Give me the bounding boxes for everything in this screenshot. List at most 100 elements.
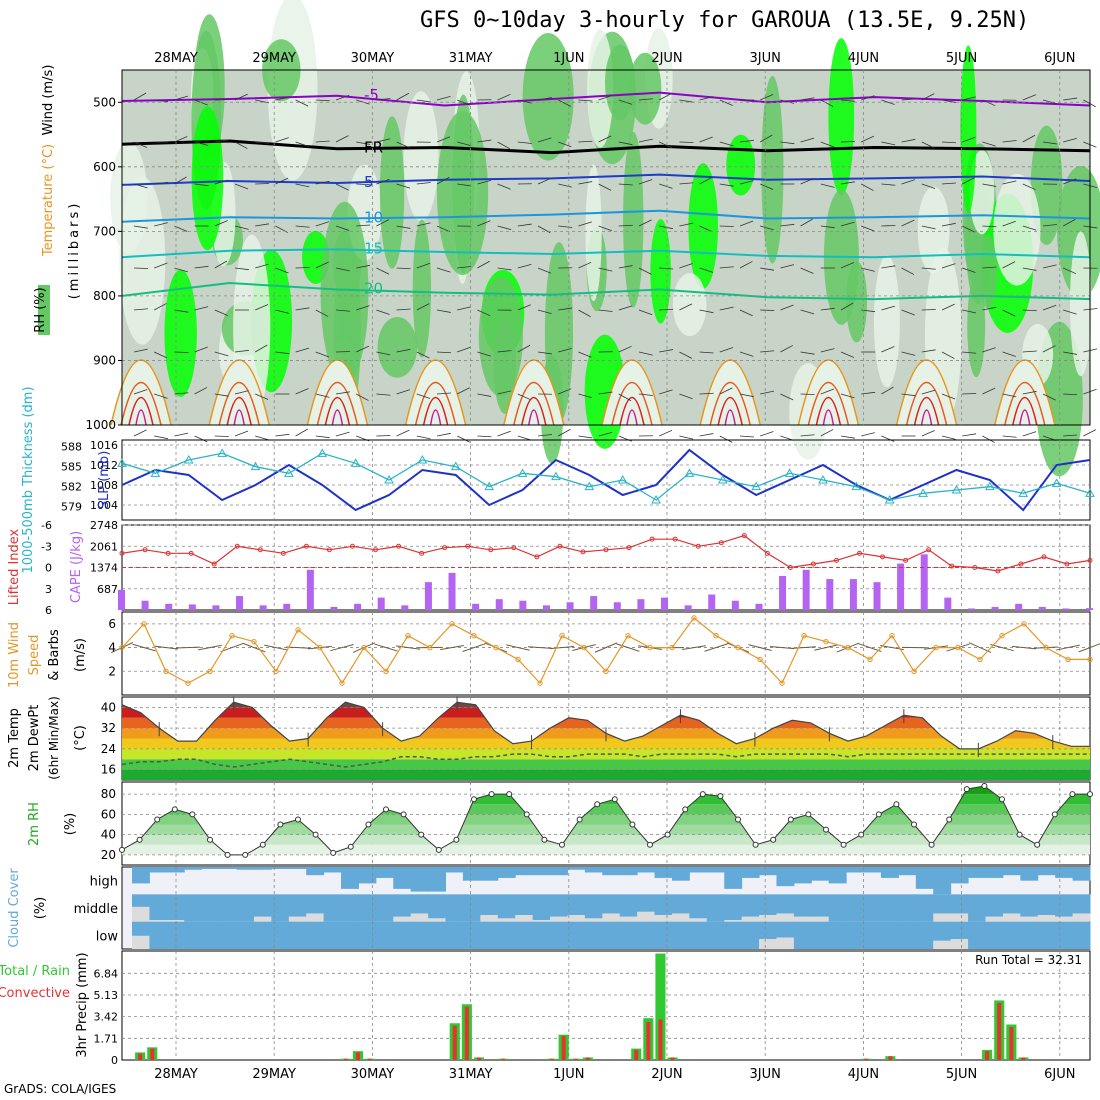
wind-barb	[1022, 350, 1037, 353]
wind-barb	[356, 264, 371, 269]
precip-tick-label: 5.13	[94, 989, 119, 1002]
wind-barb	[598, 431, 613, 437]
surface-wind-barb	[791, 646, 817, 649]
lifted-marker	[419, 550, 425, 556]
wind-barb	[275, 433, 290, 437]
wind-barb	[659, 141, 673, 149]
cloud-gap-middle	[619, 916, 638, 922]
cape-bar	[991, 606, 999, 610]
cloud-gap-middle	[654, 915, 673, 922]
wind-barb	[295, 141, 309, 147]
cloud-cell-low	[358, 921, 377, 949]
isotherm-35-dome	[815, 396, 842, 426]
wind-barb	[699, 96, 714, 101]
rh-marker	[893, 801, 900, 808]
cloud-cell-low	[793, 921, 812, 949]
rh-marker	[294, 816, 301, 823]
wind-barb	[800, 97, 815, 101]
wind-barb	[780, 264, 795, 269]
lifted-marker	[626, 545, 632, 551]
wind-barb	[396, 267, 411, 270]
wind-barb	[780, 345, 793, 353]
wind-barb	[861, 391, 876, 395]
isotherm-label: 5	[364, 173, 374, 191]
cloud-cell-high	[323, 867, 342, 873]
wind-barb	[1042, 141, 1057, 145]
rh-marker	[840, 841, 847, 848]
wind-barb	[719, 99, 733, 106]
rh-marker	[435, 846, 442, 853]
cloud-gap-middle	[950, 913, 969, 922]
wind-barb	[739, 351, 754, 357]
lifted-marker	[1064, 561, 1070, 567]
cape-bar	[1015, 603, 1023, 610]
rh-marker	[242, 851, 249, 858]
cloud-cell-middle	[863, 894, 882, 922]
cloud-cell-low	[323, 921, 342, 949]
wind-barb	[558, 428, 571, 437]
cloud-cell-high	[480, 867, 499, 881]
cloud-cell-middle	[445, 894, 464, 922]
rh-cell	[379, 116, 405, 269]
wind-barb	[255, 223, 270, 227]
lifted-marker	[603, 547, 609, 553]
rh-marker	[664, 831, 671, 838]
wind-barb	[255, 304, 269, 311]
wind-barb	[1063, 393, 1078, 396]
wind-barb	[578, 435, 593, 439]
rh-cell	[628, 52, 662, 125]
rh-cell	[969, 150, 995, 235]
lifted-marker	[695, 543, 701, 549]
wind-speed-marker	[361, 644, 367, 651]
cloud-cell-middle	[759, 894, 777, 916]
wind-barb	[760, 94, 774, 101]
wind-barb	[962, 433, 977, 437]
cloud-cell-middle	[184, 894, 203, 922]
wind-barb	[840, 302, 854, 311]
cloud-row-label-middle: middle	[74, 902, 118, 917]
wind-barb	[982, 306, 997, 311]
precip-conv-bar	[368, 1058, 373, 1060]
cape-bar	[708, 594, 716, 610]
wind-barb	[719, 306, 734, 311]
cloud-cell-middle	[1020, 894, 1039, 917]
lifted-marker	[119, 550, 125, 556]
wind-barb	[578, 261, 592, 269]
rh-band	[122, 834, 1090, 845]
wind-speed-marker	[911, 668, 917, 674]
rh-cell	[604, 44, 635, 121]
wind-barb	[638, 138, 653, 143]
cloud-cell-high	[201, 867, 220, 869]
rh-marker	[770, 836, 777, 843]
cloud-gap-middle	[793, 916, 812, 922]
wind-barb	[376, 98, 391, 101]
wind-speed-marker	[867, 656, 873, 663]
cloud-cell-high	[950, 867, 969, 884]
rh-cell	[585, 164, 602, 302]
rh-marker	[118, 846, 125, 853]
rh-cell	[993, 173, 1041, 286]
lifted-marker	[442, 545, 448, 551]
wind-barb	[315, 140, 330, 143]
legend-total-rain: Total / Rain	[0, 964, 70, 979]
wind-barb	[416, 303, 430, 311]
wind-barb	[719, 435, 733, 443]
cloud-cell-middle	[1002, 894, 1021, 914]
cloud-cell-high	[567, 867, 586, 870]
wind-barb	[699, 177, 713, 185]
temp-band	[122, 738, 1090, 749]
cloud-cell-high	[689, 867, 708, 873]
cloud-cell-low	[1055, 921, 1074, 949]
wind-barb	[982, 183, 997, 187]
cloud-cell-high	[1037, 867, 1056, 876]
wind-speed-marker	[229, 633, 235, 639]
cloud-gap-middle	[253, 916, 272, 922]
lifted-tick-label: 3	[45, 583, 52, 596]
surface-wind-barb	[769, 646, 794, 650]
precip-conv-bar	[658, 1019, 663, 1060]
wind-barb	[436, 432, 451, 437]
wind-barb	[780, 393, 794, 401]
isotherm-35-dome	[1012, 396, 1038, 426]
wind-barb	[679, 351, 693, 359]
cloud-cell-middle	[846, 894, 865, 922]
